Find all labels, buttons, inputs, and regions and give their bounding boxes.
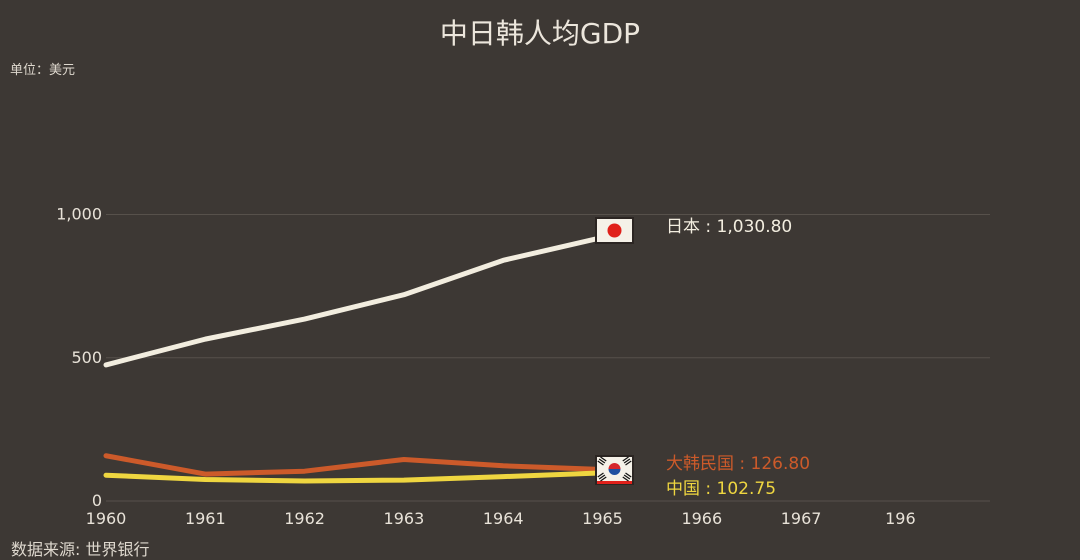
y-axis-ticks: 0 500 1,000: [56, 205, 102, 511]
x-tick-label: 1963: [384, 509, 425, 528]
y-tick-label: 0: [92, 491, 102, 510]
x-axis-ticks: 1960 1961 1962 1963 1964 1965 1966 1967 196: [86, 509, 916, 528]
y-tick-label: 1,000: [56, 205, 102, 224]
series-end-label: 大韩民国 : 126.80: [666, 454, 810, 474]
x-tick-label: 196: [885, 509, 916, 528]
x-tick-label: 1964: [483, 509, 524, 528]
series-line: [106, 456, 603, 474]
y-tick-label: 500: [71, 348, 102, 367]
x-tick-label: 1967: [781, 509, 822, 528]
x-tick-label: 1962: [284, 509, 325, 528]
x-tick-label: 1966: [681, 509, 722, 528]
grid-lines: [106, 215, 990, 502]
korea-flag-icon: [595, 455, 634, 485]
series-end-label: 中国 : 102.75: [666, 479, 776, 499]
series-line: [106, 473, 603, 481]
japan-flag-icon: [595, 217, 634, 244]
series-lines: [106, 237, 603, 481]
x-tick-label: 1961: [185, 509, 226, 528]
flags: [595, 217, 634, 485]
x-tick-label: 1965: [582, 509, 623, 528]
series-end-label: 日本 : 1,030.80: [666, 217, 792, 237]
x-tick-label: 1960: [86, 509, 127, 528]
series-line: [106, 237, 603, 364]
